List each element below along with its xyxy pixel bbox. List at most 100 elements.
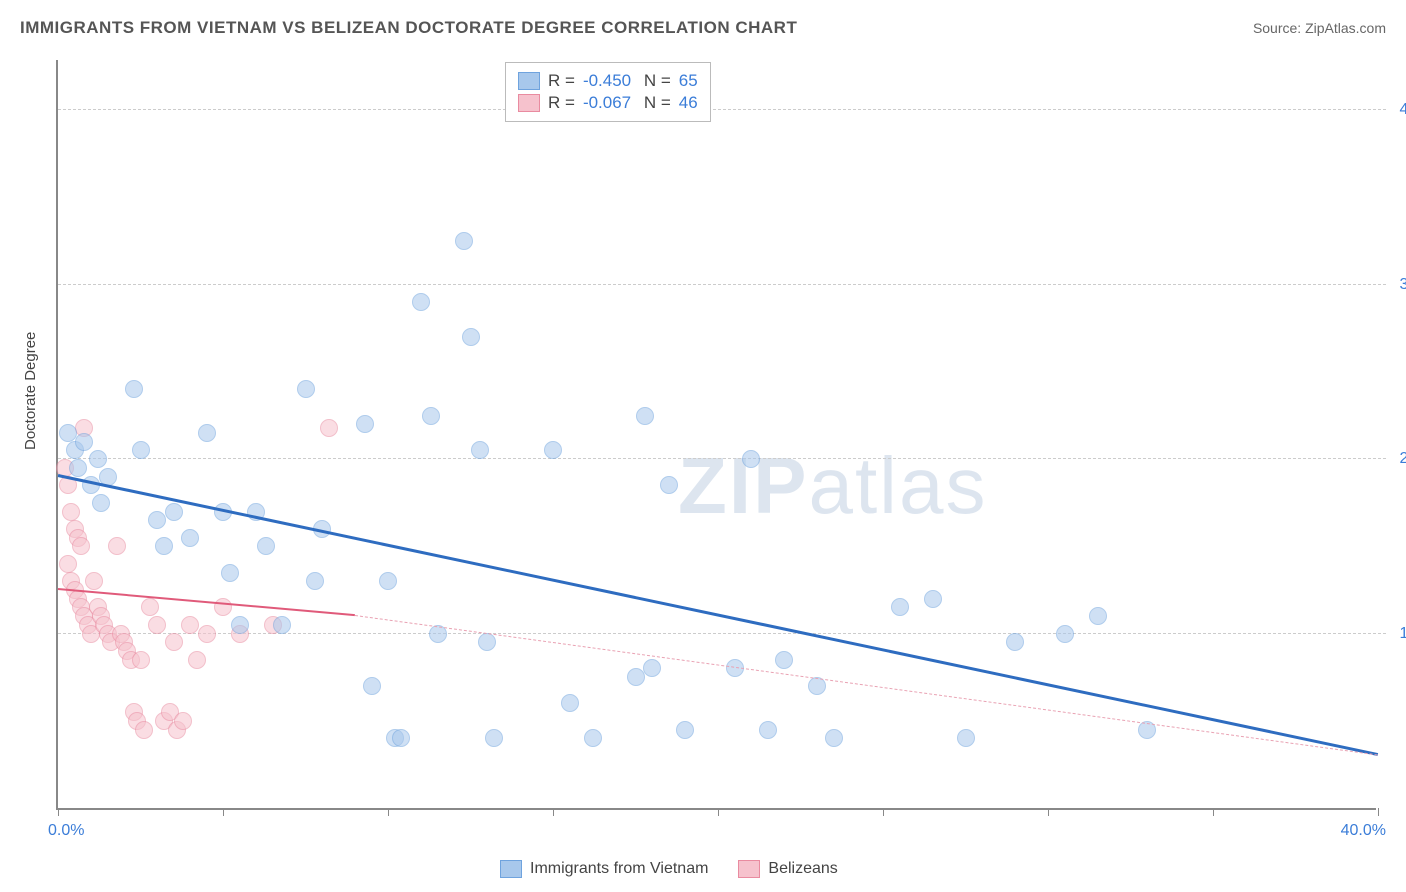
x-tick-end: 40.0%: [1341, 822, 1386, 840]
legend-bottom-swatch-1: [500, 860, 522, 878]
data-point: [462, 328, 480, 346]
data-point: [273, 616, 291, 634]
legend-item-2: Belizeans: [738, 860, 837, 878]
data-point: [1089, 607, 1107, 625]
x-tick: [1213, 808, 1214, 816]
data-point: [356, 415, 374, 433]
r-value-1: -0.450: [583, 71, 631, 91]
data-point: [155, 537, 173, 555]
gridline: [58, 458, 1386, 459]
x-tick: [553, 808, 554, 816]
x-tick: [883, 808, 884, 816]
chart-source: Source: ZipAtlas.com: [1253, 20, 1386, 36]
data-point: [75, 433, 93, 451]
data-point: [59, 555, 77, 573]
data-point: [141, 598, 159, 616]
data-point: [165, 633, 183, 651]
legend-row-1: R = -0.450 N = 65: [518, 71, 698, 91]
data-point: [584, 729, 602, 747]
x-tick: [718, 808, 719, 816]
data-point: [92, 494, 110, 512]
data-point: [125, 380, 143, 398]
data-point: [392, 729, 410, 747]
data-point: [379, 572, 397, 590]
data-point: [181, 616, 199, 634]
data-point: [627, 668, 645, 686]
x-tick: [58, 808, 59, 816]
y-tick-label: 1.0%: [1386, 625, 1406, 643]
data-point: [72, 537, 90, 555]
data-point: [231, 616, 249, 634]
data-point: [561, 694, 579, 712]
gridline: [58, 633, 1386, 634]
series-legend: Immigrants from Vietnam Belizeans: [500, 860, 838, 878]
y-axis-label: Doctorate Degree: [22, 332, 39, 450]
x-tick: [1048, 808, 1049, 816]
legend-swatch-2: [518, 94, 540, 112]
data-point: [306, 572, 324, 590]
data-point: [742, 450, 760, 468]
data-point: [636, 407, 654, 425]
x-tick: [223, 808, 224, 816]
data-point: [422, 407, 440, 425]
data-point: [132, 441, 150, 459]
legend-label-2: Belizeans: [768, 860, 837, 878]
watermark: ZIPatlas: [678, 440, 987, 532]
gridline: [58, 109, 1386, 110]
data-point: [643, 659, 661, 677]
data-point: [148, 511, 166, 529]
data-point: [478, 633, 496, 651]
data-point: [775, 651, 793, 669]
data-point: [69, 459, 87, 477]
plot-area: ZIPatlas 0.0% 40.0% 1.0%2.0%3.0%4.0%: [56, 60, 1376, 810]
data-point: [759, 721, 777, 739]
data-point: [660, 476, 678, 494]
data-point: [544, 441, 562, 459]
data-point: [181, 529, 199, 547]
x-tick: [1378, 808, 1379, 816]
data-point: [62, 503, 80, 521]
trend-line: [355, 615, 1378, 756]
x-tick: [388, 808, 389, 816]
legend-swatch-1: [518, 72, 540, 90]
data-point: [485, 729, 503, 747]
x-tick-start: 0.0%: [48, 822, 84, 840]
n-value-1: 65: [679, 71, 698, 91]
gridline: [58, 284, 1386, 285]
correlation-legend: R = -0.450 N = 65 R = -0.067 N = 46: [505, 62, 711, 122]
legend-item-1: Immigrants from Vietnam: [500, 860, 708, 878]
data-point: [89, 450, 107, 468]
data-point: [924, 590, 942, 608]
data-point: [148, 616, 166, 634]
data-point: [471, 441, 489, 459]
y-tick-label: 2.0%: [1386, 450, 1406, 468]
data-point: [165, 503, 183, 521]
n-value-2: 46: [679, 93, 698, 113]
data-point: [108, 537, 126, 555]
data-point: [132, 651, 150, 669]
data-point: [188, 651, 206, 669]
trend-line: [58, 474, 1379, 756]
legend-row-2: R = -0.067 N = 46: [518, 93, 698, 113]
data-point: [455, 232, 473, 250]
data-point: [135, 721, 153, 739]
data-point: [363, 677, 381, 695]
y-tick-label: 4.0%: [1386, 101, 1406, 119]
data-point: [59, 424, 77, 442]
chart-header: IMMIGRANTS FROM VIETNAM VS BELIZEAN DOCT…: [20, 18, 1386, 38]
watermark-light: atlas: [808, 441, 987, 530]
data-point: [1006, 633, 1024, 651]
data-point: [198, 625, 216, 643]
data-point: [320, 419, 338, 437]
data-point: [412, 293, 430, 311]
legend-label-1: Immigrants from Vietnam: [530, 860, 708, 878]
data-point: [198, 424, 216, 442]
chart-title: IMMIGRANTS FROM VIETNAM VS BELIZEAN DOCT…: [20, 18, 797, 38]
data-point: [1056, 625, 1074, 643]
y-tick-label: 3.0%: [1386, 276, 1406, 294]
data-point: [825, 729, 843, 747]
data-point: [957, 729, 975, 747]
data-point: [85, 572, 103, 590]
data-point: [257, 537, 275, 555]
data-point: [297, 380, 315, 398]
